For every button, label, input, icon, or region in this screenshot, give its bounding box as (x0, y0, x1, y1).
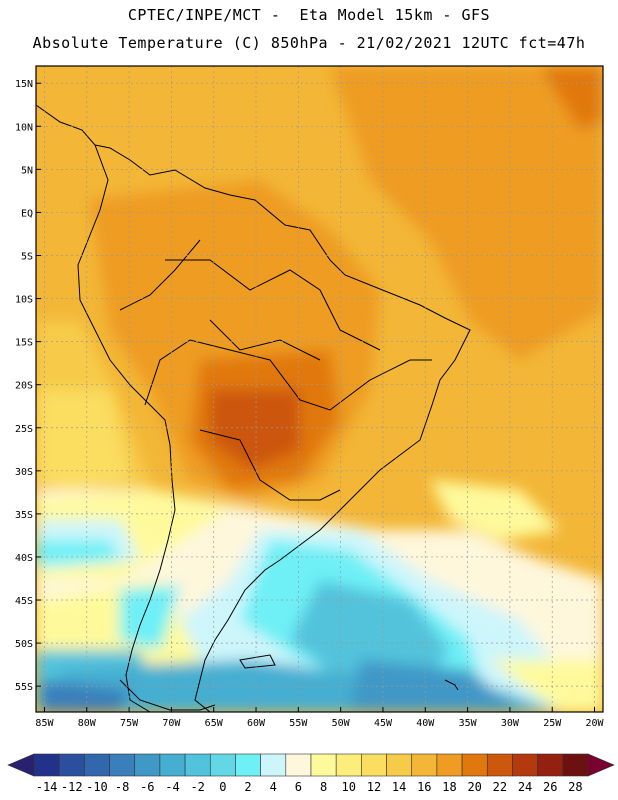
colorbar-label: 22 (493, 780, 507, 794)
colorbar-label: 14 (392, 780, 406, 794)
chart-subtitle: Absolute Temperature (C) 850hPa - 21/02/… (32, 34, 586, 52)
colorbar-label: 2 (244, 780, 251, 794)
colorbar-label: 8 (320, 780, 327, 794)
lat-tick-label: 45S (15, 596, 33, 607)
colorbar-swatch (84, 753, 110, 777)
lon-tick-label: 60W (247, 718, 266, 729)
lon-tick-label: 20W (586, 718, 605, 729)
lat-tick-label: 5N (21, 165, 33, 176)
lat-tick-label: 30S (15, 467, 33, 478)
colorbar-label: 6 (295, 780, 302, 794)
map-frame (35, 65, 604, 713)
lat-tick-label: 15N (15, 79, 33, 90)
colorbar-label: 4 (270, 780, 277, 794)
colorbar-swatch (235, 753, 261, 777)
lat-tick-label: 10N (15, 122, 33, 133)
colorbar-swatch (109, 753, 136, 777)
colorbar-swatch (562, 753, 589, 777)
lat-tick-label: 25S (15, 424, 33, 435)
lon-tick-label: 45W (374, 718, 393, 729)
chart-title: CPTEC/INPE/MCT - Eta Model 15km - GFS (127, 6, 491, 24)
lon-tick-label: 55W (289, 718, 308, 729)
colorbar-swatch (486, 753, 513, 777)
colorbar-label: 28 (568, 780, 582, 794)
lat-tick-label: 40S (15, 553, 33, 564)
colorbar-left-arrow (7, 753, 35, 777)
colorbar-label: 24 (518, 780, 532, 794)
colorbar-swatch (159, 753, 186, 777)
colorbar: -14 -12 -10 -8 -6 -4 -2 0 2 4 6 8 10 12 14 16 18 20 22 24 26… (7, 753, 615, 794)
lat-tick-label: 10S (15, 295, 33, 306)
colorbar-label: 10 (342, 780, 356, 794)
lat-tick-label: 5S (21, 251, 33, 262)
lat-tick-label: 35S (15, 510, 33, 521)
colorbar-label: -6 (140, 780, 154, 794)
colorbar-label: 0 (219, 780, 226, 794)
colorbar-swatch (33, 753, 60, 777)
colorbar-swatch (537, 753, 564, 777)
lat-tick-label: 50S (15, 639, 33, 650)
lon-tick-label: 75W (120, 718, 139, 729)
latitude-axis: 15N 10N 5N EQ 5S 10S 15S 20S 25S 30S 35S 40S 45S 50S 5… (15, 79, 41, 693)
colorbar-label: -12 (61, 780, 83, 794)
colorbar-swatch (184, 753, 211, 777)
lon-tick-label: 35W (459, 718, 478, 729)
colorbar-label: 26 (543, 780, 557, 794)
colorbar-label: 12 (367, 780, 381, 794)
lon-tick-label: 70W (162, 718, 181, 729)
colorbar-swatch (361, 753, 387, 777)
lon-tick-label: 80W (78, 718, 97, 729)
colorbar-swatch (134, 753, 161, 777)
colorbar-label: 20 (467, 780, 481, 794)
lon-tick-label: 30W (501, 718, 520, 729)
colorbar-label: 18 (442, 780, 456, 794)
colorbar-swatch (285, 753, 312, 777)
colorbar-swatch (461, 753, 488, 777)
lon-tick-label: 25W (543, 718, 562, 729)
coastlines (36, 104, 471, 712)
colorbar-right-arrow (587, 753, 615, 777)
temperature-field (36, 66, 603, 712)
colorbar-swatch (58, 753, 85, 777)
colorbar-label: -4 (165, 780, 179, 794)
colorbar-swatch (386, 753, 413, 777)
colorbar-swatch (260, 753, 287, 777)
lat-tick-label: 15S (15, 338, 33, 349)
colorbar-label: -2 (190, 780, 204, 794)
colorbar-swatch (512, 753, 538, 777)
lon-tick-label: 50W (332, 718, 351, 729)
colorbar-swatch (310, 753, 337, 777)
lon-tick-label: 85W (35, 718, 54, 729)
colorbar-label: -8 (115, 780, 129, 794)
colorbar-label: -14 (36, 780, 58, 794)
colorbar-label: 16 (417, 780, 431, 794)
temperature-map: 15N 10N 5N EQ 5S 10S 15S 20S 25S 30S 35S 40S 45S 50S 5… (15, 65, 605, 729)
colorbar-swatch (335, 753, 362, 777)
lat-tick-label: 20S (15, 381, 33, 392)
colorbar-label: -10 (86, 780, 108, 794)
lat-tick-label: EQ (21, 208, 33, 219)
lon-tick-label: 40W (416, 718, 435, 729)
colorbar-swatch (209, 753, 236, 777)
lat-tick-label: 55S (15, 682, 33, 693)
longitude-axis: 85W 80W 75W 70W 65W 60W 55W 50W 45W 40W 35W 30W 25W 2… (35, 707, 605, 729)
colorbar-swatch (436, 753, 463, 777)
lon-tick-label: 65W (205, 718, 224, 729)
colorbar-swatch (411, 753, 438, 777)
